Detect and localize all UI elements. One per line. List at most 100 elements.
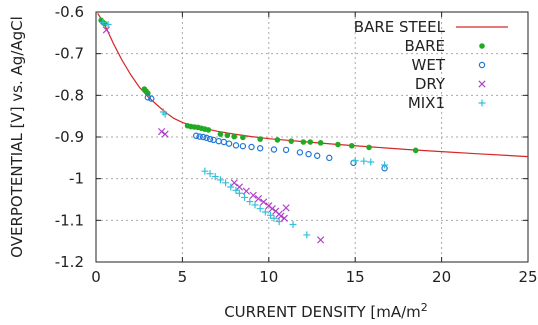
data-point-mix1 (227, 183, 235, 191)
series-wet (144, 94, 388, 172)
data-point-mix1 (251, 201, 259, 209)
data-point-wet (232, 142, 240, 149)
y-tick-label: -0.7 (55, 45, 84, 63)
data-point-wet (148, 95, 155, 102)
data-point-mix1 (246, 198, 254, 206)
data-point-mix1 (99, 18, 107, 26)
data-point-wet (193, 132, 200, 139)
series-line-bare-steel (97, 12, 529, 158)
data-point-dry (249, 191, 257, 199)
grid (96, 12, 528, 262)
data-point-bare (412, 147, 419, 154)
data-point-wet (210, 136, 217, 144)
data-point-wet (296, 149, 304, 156)
data-point-mix1 (235, 189, 243, 197)
data-point-mix1 (270, 214, 278, 222)
data-point-bare (274, 137, 281, 143)
y-tick-label: -0.8 (55, 86, 84, 104)
data-point-wet (326, 154, 333, 162)
x-tick-label: 5 (178, 268, 188, 286)
data-point-mix1 (381, 161, 389, 169)
data-point-mix1 (104, 21, 112, 28)
data-point-mix1 (161, 110, 169, 118)
x-tick-label: 10 (259, 268, 278, 286)
data-point-wet (215, 137, 222, 145)
y-axis-title: OVERPOTENTIAL [V] vs. Ag/AgCl (8, 16, 26, 258)
data-point-bare (217, 131, 224, 137)
x-axis-title-text: CURRENT DENSITY [mA/m (224, 303, 421, 321)
data-point-mix1 (360, 157, 368, 165)
data-point-mix1 (216, 176, 224, 184)
data-point-mix1 (201, 167, 209, 175)
data-point-wet (225, 140, 233, 147)
data-point-bare (231, 133, 238, 140)
data-point-wet (313, 152, 321, 159)
data-point-dry (254, 195, 263, 203)
data-point-dry (282, 204, 290, 212)
data-point-wet (305, 150, 312, 158)
series-bare (98, 17, 419, 154)
legend-label-bare-steel: BARE STEEL (354, 18, 446, 36)
legend-symbol-wet (478, 61, 486, 69)
axis-ticks: 0 5 10 15 20 25 -0.6 -0.7 -0.8 -0.9 -1 -1.1 -1.2 (55, 3, 538, 286)
data-point-dry (280, 214, 288, 222)
data-point-dry (230, 179, 238, 187)
data-point-wet (282, 146, 290, 154)
data-point-bare (366, 144, 372, 151)
data-point-bare (348, 142, 355, 149)
data-point-mix1 (261, 208, 269, 216)
data-point-bare (317, 140, 324, 146)
legend-symbol-dry (478, 80, 486, 88)
data-point-dry (259, 198, 268, 206)
data-point-wet (256, 145, 264, 152)
series-dry (102, 26, 325, 244)
data-point-bare (240, 134, 246, 141)
x-tick-label: 20 (432, 268, 451, 286)
data-point-wet (248, 143, 255, 151)
data-point-wet (220, 138, 228, 146)
legend-symbol-mix1 (478, 99, 486, 107)
data-point-mix1 (256, 205, 264, 213)
x-tick-label: 25 (518, 268, 537, 286)
legend-label-mix1: MIX1 (408, 94, 445, 112)
legend-label-dry: DRY (415, 75, 446, 93)
data-point-wet (196, 133, 203, 140)
data-point-mix1 (289, 221, 297, 228)
data-point-mix1 (222, 179, 230, 187)
data-point-mix1 (275, 218, 283, 226)
x-axis-title: CURRENT DENSITY [mA/m2 (224, 301, 428, 321)
data-point-bare (288, 138, 295, 144)
y-tick-label: -1.1 (55, 211, 84, 229)
y-tick-label: -0.9 (55, 128, 84, 146)
data-point-bare (307, 139, 314, 145)
data-point-bare (205, 127, 212, 133)
y-tick-label: -1.2 (55, 253, 84, 271)
x-axis-title-superscript: 2 (421, 301, 428, 314)
x-tick-label: 0 (91, 268, 101, 286)
data-point-wet (199, 133, 207, 141)
legend-label-bare: BARE (405, 37, 445, 55)
data-point-mix1 (206, 170, 214, 178)
legend-label-wet: WET (412, 56, 446, 74)
data-point-mix1 (241, 193, 249, 201)
data-point-dry (158, 127, 166, 136)
data-point-wet (144, 94, 152, 101)
x-tick-label: 15 (346, 268, 365, 286)
y-tick-label: -1 (69, 170, 84, 188)
y-tick-label: -0.6 (55, 3, 84, 21)
data-point-bare (335, 141, 341, 148)
data-point-mix1 (211, 173, 219, 181)
data-point-dry (317, 236, 325, 244)
data-point-wet (270, 146, 278, 153)
data-point-bare (224, 132, 231, 139)
series-mix1 (99, 18, 389, 239)
data-point-bare (257, 136, 263, 142)
data-point-mix1 (351, 157, 359, 165)
data-point-dry (242, 187, 250, 195)
series-layer (97, 12, 529, 244)
data-point-wet (206, 135, 214, 143)
data-point-dry (268, 205, 276, 213)
data-point-mix1 (367, 158, 375, 166)
